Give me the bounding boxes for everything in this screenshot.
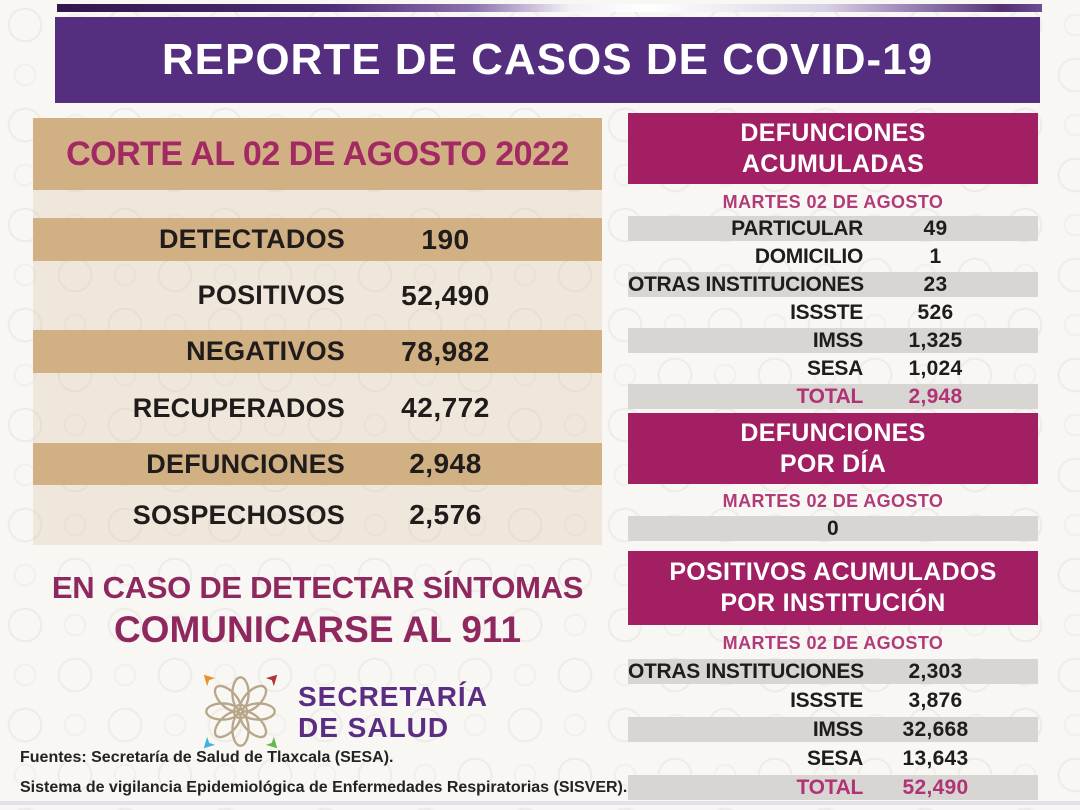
section-title-line1: DEFUNCIONES	[740, 418, 926, 447]
report-banner: REPORTE DE CASOS DE COVID-19	[55, 17, 1040, 103]
stat-row-recuperados: RECUPERADOS 42,772	[33, 373, 602, 443]
table-row: 0	[628, 516, 1038, 541]
emergency-number-line: COMUNICARSE AL 911	[113, 609, 522, 650]
section-title-line2: POR INSTITUCIÓN	[720, 589, 946, 617]
stat-row-positivos: POSITIVOS 52,490	[33, 261, 602, 330]
row-label: PARTICULAR	[731, 216, 863, 240]
symptoms-notice: EN CASO DE DETECTAR SÍNTOMAS COMUNICARSE…	[33, 570, 602, 652]
row-value: 49	[923, 216, 948, 240]
stat-label: POSITIVOS	[197, 280, 345, 310]
section-title-line1: DEFUNCIONES	[740, 118, 926, 147]
stat-row-detectados: DETECTADOS 190	[33, 218, 602, 261]
positives-by-institution-table: OTRAS INSTITUCIONES 2,303 ISSSTE 3,876 I…	[628, 659, 1038, 804]
table-row-total: TOTAL 52,490	[628, 775, 1038, 800]
row-label: TOTAL	[796, 775, 863, 799]
row-label: OTRAS INSTITUCIONES	[628, 659, 864, 683]
stat-label: DETECTADOS	[158, 224, 345, 254]
stat-value: 2,948	[409, 448, 482, 479]
section-title-line2: ACUMULADAS	[741, 149, 925, 178]
deaths-per-day-table: 0	[628, 516, 1038, 544]
deaths-per-day-header: DEFUNCIONES POR DÍA	[628, 413, 1038, 484]
logo-line2: DE SALUD	[298, 711, 450, 743]
table-row: SESA 13,643	[628, 746, 1038, 771]
decorative-bottom-strip	[0, 801, 1080, 805]
cases-summary-panel: CORTE AL 02 DE AGOSTO 2022 DETECTADOS 19…	[33, 118, 602, 545]
row-value: 23	[923, 272, 948, 296]
stat-value: 78,982	[401, 335, 490, 367]
stat-row-negativos: NEGATIVOS 78,982	[33, 330, 602, 373]
logo-line1: SECRETARÍA	[298, 680, 488, 712]
stat-label: DEFUNCIONES	[146, 448, 345, 479]
section-title-line2: POR DÍA	[779, 449, 887, 478]
row-label: SESA	[807, 356, 863, 380]
table-row: IMSS 32,668	[628, 717, 1038, 742]
row-value: 32,668	[902, 717, 969, 741]
stat-row-defunciones: DEFUNCIONES 2,948	[33, 443, 602, 485]
row-value: 2,303	[908, 659, 963, 683]
deaths-accumulated-header: DEFUNCIONES ACUMULADAS	[628, 113, 1038, 184]
row-value: 0	[827, 516, 839, 540]
stat-value: 42,772	[401, 392, 490, 423]
row-label: DOMICILIO	[754, 244, 863, 268]
row-value: 52,490	[902, 775, 969, 799]
row-value: 13,643	[902, 746, 969, 770]
stat-label: SOSPECHOSOS	[132, 499, 345, 530]
stat-label: RECUPERADOS	[132, 392, 345, 423]
symptoms-notice-line1: EN CASO DE DETECTAR SÍNTOMAS	[51, 570, 584, 605]
source-line-sesa: Fuentes: Secretaría de Salud de Tlaxcala…	[20, 749, 394, 766]
row-value: 3,876	[908, 688, 963, 712]
row-label: IMSS	[812, 717, 863, 741]
stat-value: 52,490	[401, 279, 490, 311]
stat-label: NEGATIVOS	[186, 336, 345, 366]
deaths-accumulated-table: PARTICULAR 49 DOMICILIO 1 OTRAS INSTITUC…	[628, 216, 1038, 412]
table-row: ISSSTE 526	[628, 300, 1038, 325]
table-row-total: TOTAL 2,948	[628, 384, 1038, 409]
table-row: SESA 1,024	[628, 356, 1038, 381]
table-row: ISSSTE 3,876	[628, 688, 1038, 713]
row-label: TOTAL	[796, 384, 863, 408]
table-row: IMSS 1,325	[628, 328, 1038, 353]
section-title-line1: POSITIVOS ACUMULADOS	[669, 558, 997, 586]
cutoff-date-header: CORTE AL 02 DE AGOSTO 2022	[33, 118, 602, 190]
positives-by-institution-header: POSITIVOS ACUMULADOS POR INSTITUCIÓN	[628, 551, 1038, 625]
deaths-per-day-date: MARTES 02 DE AGOSTO	[722, 491, 944, 511]
panel-spacer	[33, 190, 602, 218]
positives-by-institution-date: MARTES 02 DE AGOSTO	[722, 633, 944, 653]
row-value: 1,325	[908, 328, 963, 352]
table-row: OTRAS INSTITUCIONES 2,303	[628, 659, 1038, 684]
flower-logo-icon	[203, 674, 278, 749]
row-label: SESA	[807, 746, 863, 770]
row-label: ISSSTE	[790, 688, 863, 712]
row-value: 2,948	[908, 384, 963, 408]
health-ministry-logo: SECRETARÍA DE SALUD	[193, 664, 488, 759]
row-value: 1	[929, 244, 942, 268]
row-label: OTRAS INSTITUCIONES	[628, 272, 864, 296]
table-row: PARTICULAR 49	[628, 216, 1038, 241]
row-label: ISSSTE	[790, 300, 863, 324]
logo-wordmark: SECRETARÍA DE SALUD	[298, 681, 488, 743]
report-title: REPORTE DE CASOS DE COVID-19	[161, 35, 934, 84]
row-value: 1,024	[908, 356, 963, 380]
table-row: OTRAS INSTITUCIONES 23	[628, 272, 1038, 297]
deaths-accumulated-date: MARTES 02 DE AGOSTO	[722, 192, 944, 212]
stat-value: 190	[421, 223, 470, 255]
table-row: DOMICILIO 1	[628, 244, 1038, 269]
row-value: 526	[917, 300, 954, 324]
decorative-gradient-strip	[57, 4, 1042, 12]
flower-corner-arrows	[203, 674, 278, 749]
stat-value: 2,576	[409, 499, 482, 530]
stat-row-sospechosos: SOSPECHOSOS 2,576	[33, 485, 602, 545]
source-line-sisver: Sistema de vigilancia Epidemiológica de …	[20, 779, 628, 796]
row-label: IMSS	[812, 328, 863, 352]
sources-footer: Fuentes: Secretaría de Salud de Tlaxcala…	[20, 748, 627, 798]
